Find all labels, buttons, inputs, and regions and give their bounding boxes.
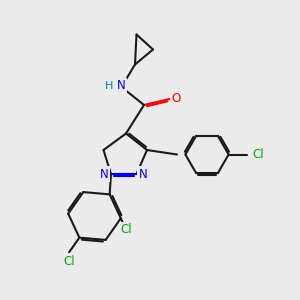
Text: N: N <box>139 167 148 181</box>
Text: Cl: Cl <box>63 255 75 268</box>
Text: O: O <box>172 92 181 106</box>
Text: N: N <box>100 167 109 181</box>
Text: Cl: Cl <box>120 224 132 236</box>
Text: N: N <box>117 79 126 92</box>
Text: H: H <box>105 80 113 91</box>
Text: Cl: Cl <box>253 148 264 161</box>
